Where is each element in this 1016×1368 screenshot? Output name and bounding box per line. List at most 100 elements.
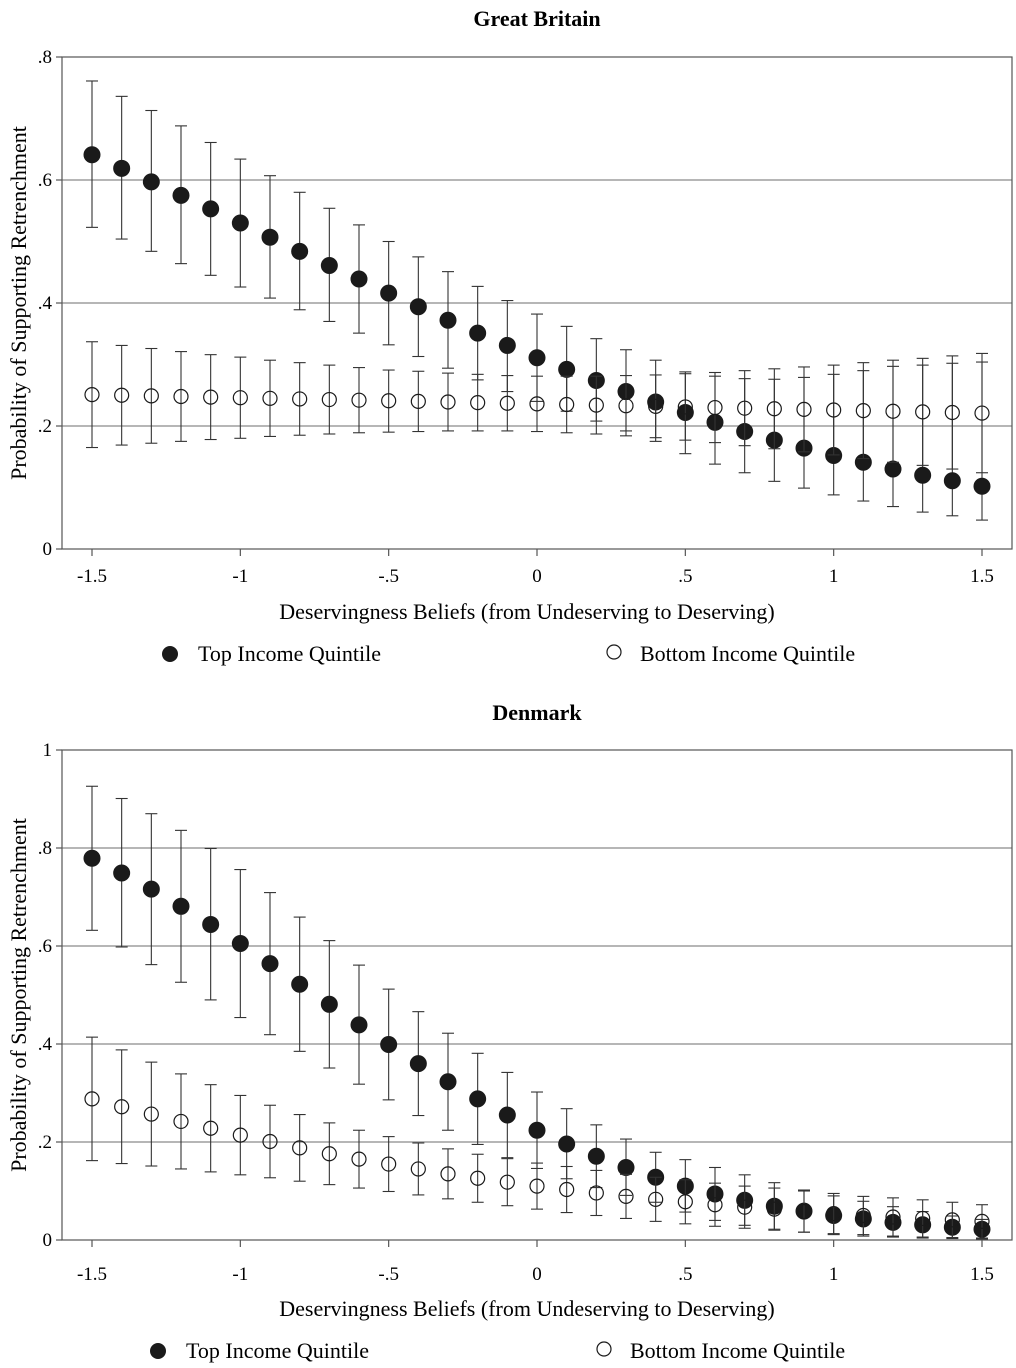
data-point-bottom-income: [915, 1210, 931, 1227]
legend-label-bottom-income: Bottom Income Quintile: [630, 1338, 845, 1363]
y-tick-label: .2: [38, 416, 52, 437]
x-axis-label: Deservingness Beliefs (from Undeserving …: [279, 1296, 774, 1321]
data-point-top-income: [973, 477, 991, 495]
x-tick-label: -1.5: [77, 566, 107, 587]
data-point-top-income: [231, 214, 249, 232]
data-point-bottom-income: [588, 397, 604, 413]
data-point-bottom-income: [499, 395, 515, 411]
data-point-bottom-income: [944, 404, 960, 421]
x-tick-label: 0: [532, 1264, 542, 1285]
data-point-top-income: [261, 955, 279, 973]
x-tick-label: -.5: [378, 1264, 399, 1285]
data-point-bottom-income: [262, 1133, 278, 1150]
data-point-bottom-income: [173, 388, 189, 405]
data-point-bottom-income: [203, 389, 219, 405]
chart-title: Denmark: [492, 700, 582, 725]
data-point-top-income: [113, 159, 131, 177]
data-point-top-income: [498, 1106, 516, 1124]
data-point-bottom-income: [292, 391, 308, 407]
data-point-bottom-income: [559, 396, 575, 413]
x-tick-label: 0: [532, 566, 542, 587]
series-bottom-income: [84, 341, 990, 474]
data-point-top-income: [498, 336, 516, 354]
data-point-bottom-income: [588, 1185, 604, 1201]
data-point-bottom-income: [381, 393, 397, 409]
data-point-bottom-income: [707, 1197, 723, 1213]
data-point-bottom-income: [796, 401, 812, 417]
data-point-bottom-income: [321, 391, 337, 408]
data-point-bottom-income: [262, 390, 278, 406]
data-point-bottom-income: [944, 1212, 960, 1228]
data-point-top-income: [113, 864, 131, 882]
x-tick-label: 1: [829, 1264, 839, 1285]
y-tick-label: 0: [43, 1230, 53, 1251]
data-point-top-income: [350, 1016, 368, 1034]
y-axis-label: Probability of Supporting Retrenchment: [6, 126, 31, 480]
data-point-bottom-income: [529, 1178, 545, 1194]
data-point-bottom-income: [677, 399, 693, 415]
data-point-bottom-income: [855, 403, 871, 419]
data-point-top-income: [380, 284, 398, 302]
data-point-top-income: [142, 173, 160, 191]
data-point-bottom-income: [84, 1091, 100, 1107]
x-tick-label: -.5: [378, 566, 399, 587]
x-tick-label: 1: [829, 566, 839, 587]
x-tick-label: .5: [678, 566, 692, 587]
y-axis-label: Probability of Supporting Retrenchment: [6, 818, 31, 1172]
legend-marker-top-income: [162, 646, 178, 662]
data-point-bottom-income: [618, 398, 634, 414]
data-point-top-income: [83, 849, 101, 867]
legend-marker-bottom-income: [596, 1341, 612, 1357]
data-point-top-income: [409, 1055, 427, 1073]
data-point-bottom-income: [114, 1099, 130, 1115]
data-point-bottom-income: [321, 1146, 337, 1162]
data-point-top-income: [320, 256, 338, 274]
x-tick-label: .5: [678, 1264, 692, 1285]
data-point-bottom-income: [766, 401, 782, 417]
data-point-bottom-income: [440, 1166, 456, 1182]
data-point-top-income: [142, 880, 160, 898]
chart-title: Great Britain: [473, 6, 600, 31]
data-point-top-income: [558, 1135, 576, 1153]
y-tick-label: .6: [38, 170, 52, 191]
data-point-bottom-income: [381, 1156, 397, 1172]
data-point-top-income: [439, 311, 457, 329]
chart-panel-0: Great Britain 0 .2 .4 .6 .8 -1.5 -1 -.5 0 .5 1 1.5 De…: [6, 6, 1013, 666]
data-point-bottom-income: [826, 402, 842, 418]
y-tick-label: .8: [38, 838, 52, 859]
x-tick-label: -1: [232, 566, 248, 587]
legend: Top Income Quintile Bottom Income Quintil…: [162, 641, 855, 666]
data-point-bottom-income: [232, 390, 248, 406]
data-point-top-income: [202, 915, 220, 933]
data-point-bottom-income: [410, 393, 426, 409]
data-point-bottom-income: [410, 1161, 426, 1177]
data-point-bottom-income: [292, 1140, 308, 1156]
data-point-top-income: [291, 975, 309, 993]
data-point-bottom-income: [826, 1205, 842, 1222]
data-point-bottom-income: [707, 399, 723, 416]
data-point-bottom-income: [885, 1209, 901, 1225]
series-bottom-income: [84, 1036, 990, 1239]
data-point-bottom-income: [974, 405, 990, 421]
data-point-bottom-income: [737, 1199, 753, 1215]
data-point-top-income: [439, 1073, 457, 1091]
legend-label-bottom-income: Bottom Income Quintile: [640, 641, 855, 666]
data-point-top-income: [172, 897, 190, 915]
data-point-bottom-income: [648, 1191, 664, 1207]
data-point-bottom-income: [618, 1188, 634, 1204]
data-point-bottom-income: [84, 387, 100, 403]
data-point-bottom-income: [766, 1201, 782, 1217]
series-top-income: [83, 785, 991, 1240]
data-point-top-income: [884, 460, 902, 478]
data-point-top-income: [231, 935, 249, 953]
data-point-top-income: [380, 1035, 398, 1053]
x-tick-label: -1.5: [77, 1264, 107, 1285]
data-point-top-income: [528, 349, 546, 367]
data-point-top-income: [202, 200, 220, 218]
y-tick-label: .2: [38, 1132, 52, 1153]
data-point-top-income: [587, 1147, 605, 1165]
legend-marker-bottom-income: [606, 644, 622, 660]
data-point-top-income: [558, 360, 576, 378]
y-tick-label: 0: [43, 539, 53, 560]
y-tick-label: 1: [43, 740, 53, 761]
